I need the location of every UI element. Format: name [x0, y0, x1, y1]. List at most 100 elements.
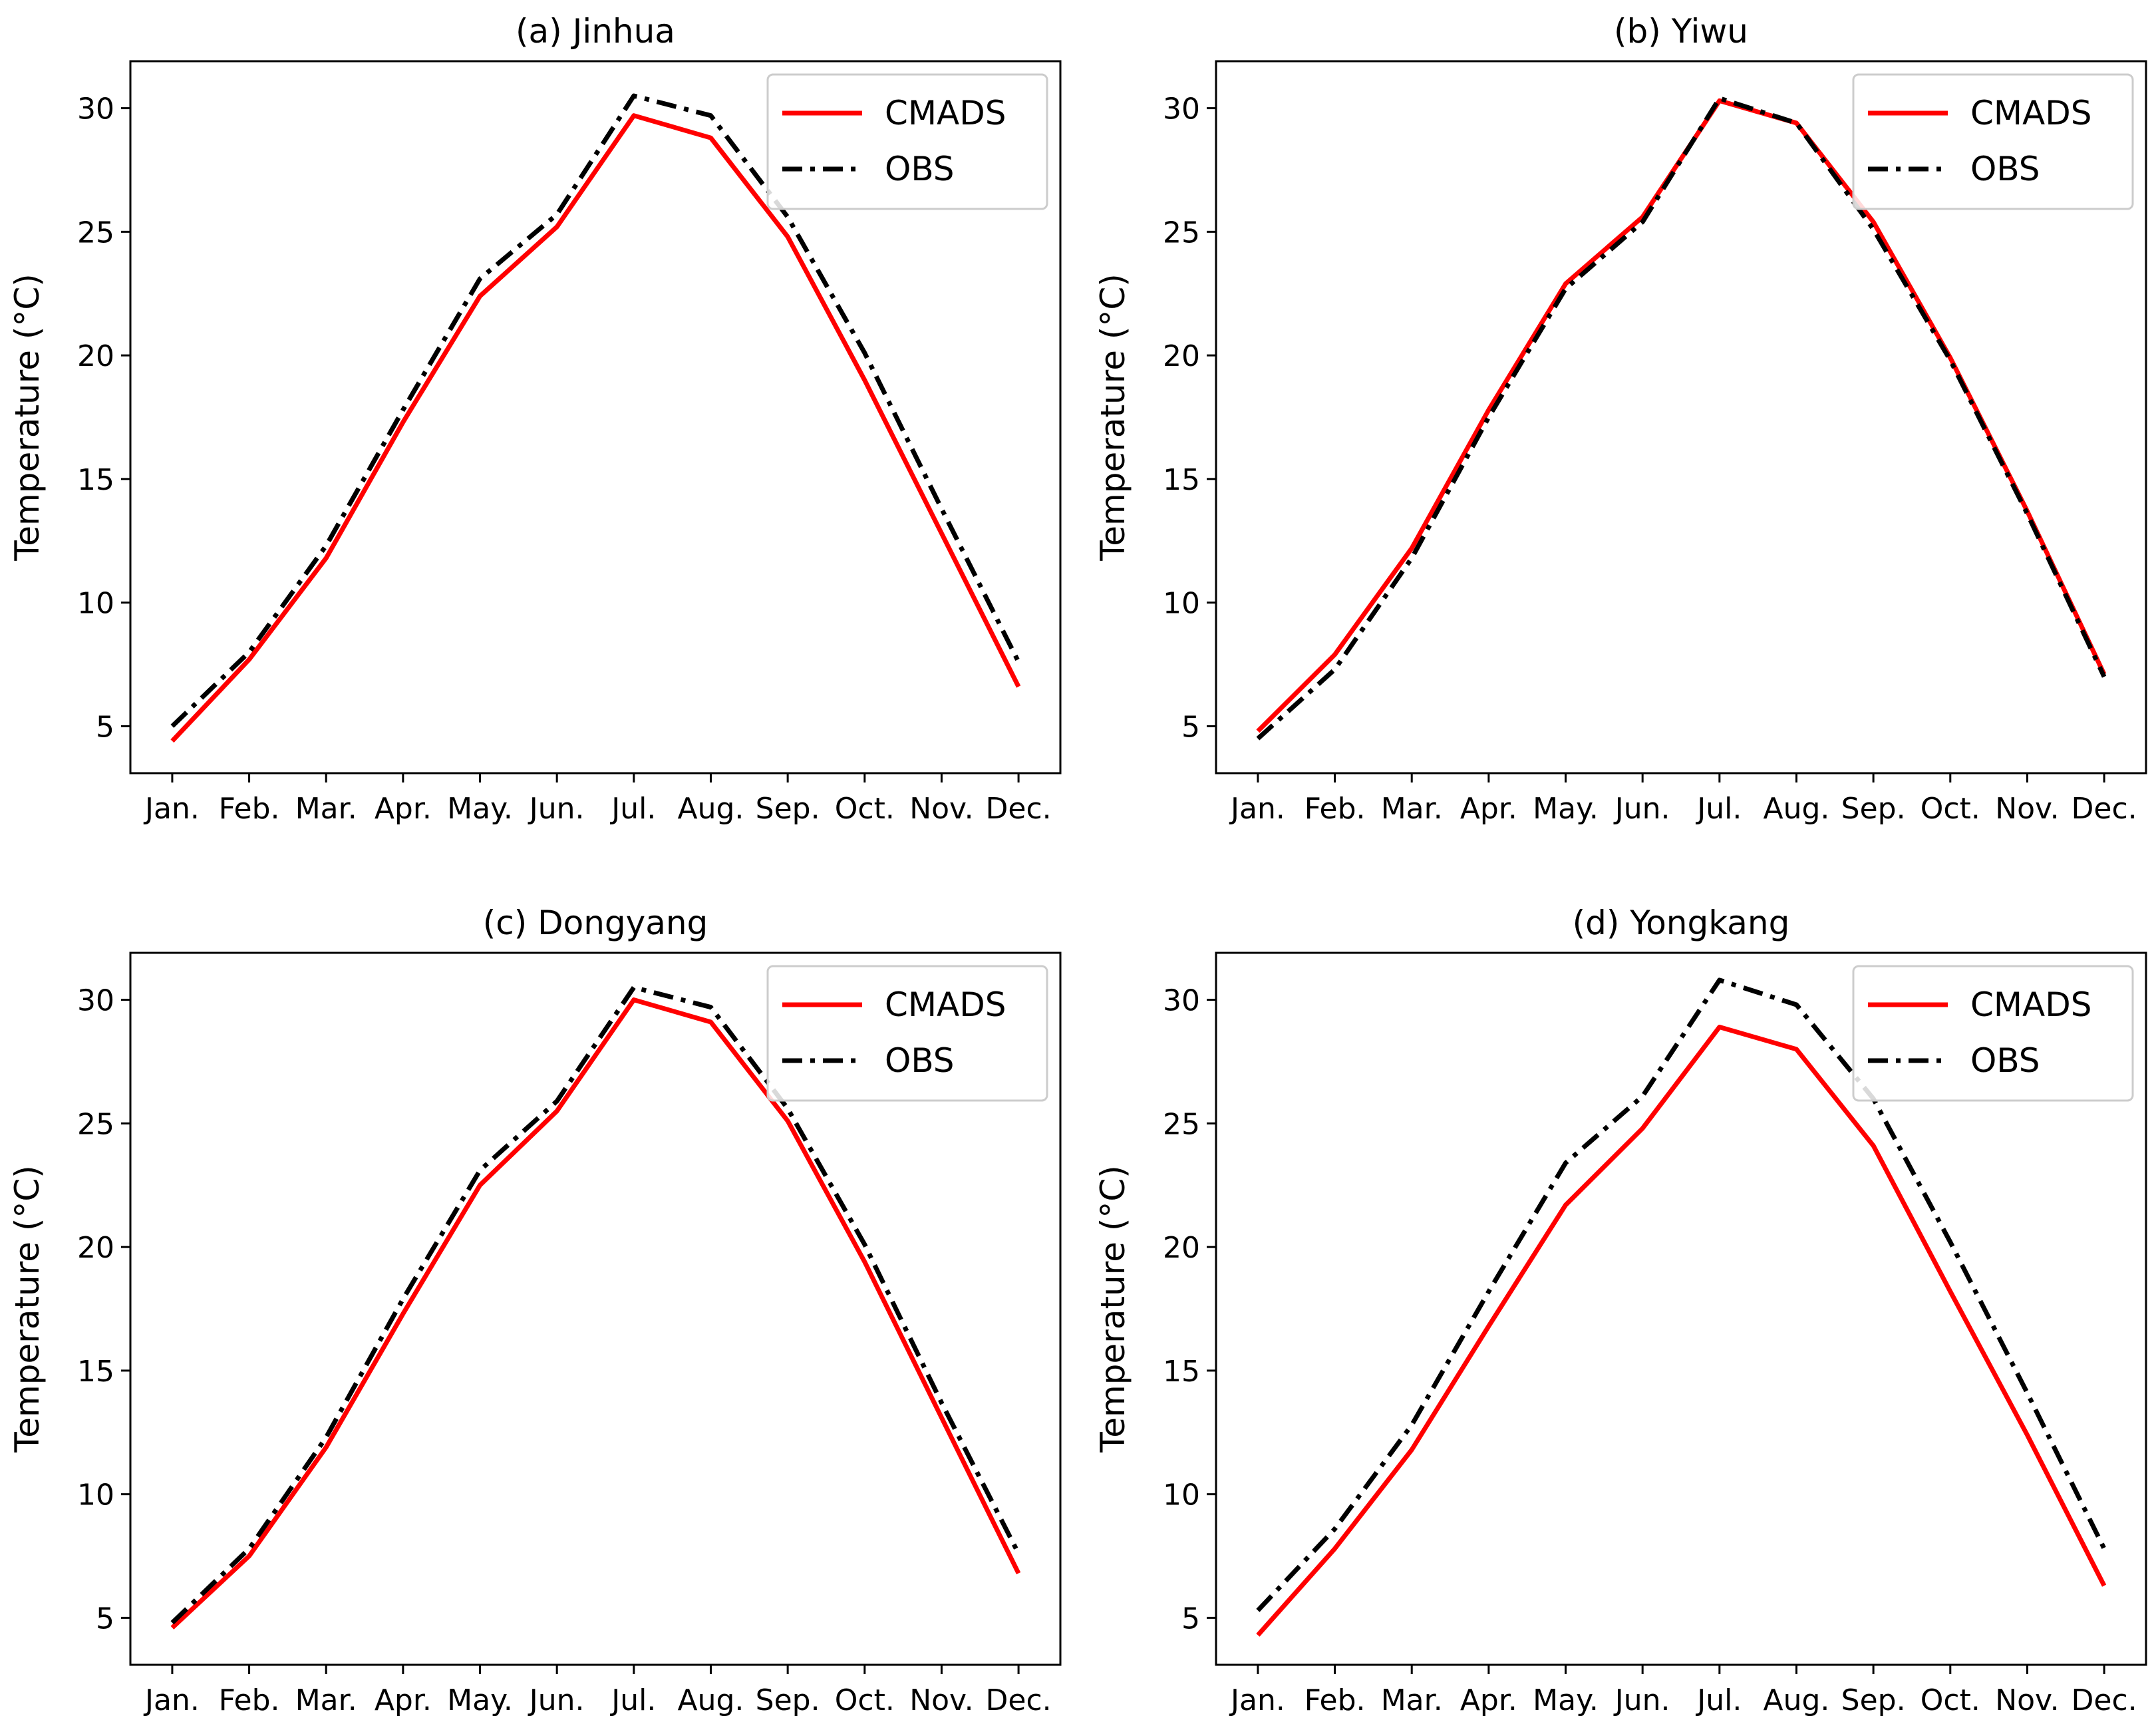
x-tick-label: Jan. [1229, 792, 1285, 826]
chart-title: (c) Dongyang [483, 904, 708, 942]
chart-panel-4: (d) Yongkang Jan. Feb. Mar. Apr. May. Jun. Jul.… [1094, 904, 2147, 1717]
legend-label: CMADS [885, 94, 1006, 132]
plot-frame [129, 60, 1062, 775]
legend-label: OBS [1970, 150, 2040, 188]
y-tick-label: 25 [77, 216, 114, 250]
legend-box [766, 73, 1048, 210]
y-axis-label: Temperature (°C) [1094, 1165, 1132, 1453]
y-tick-label: 10 [1163, 587, 1200, 621]
x-tick-label: Oct. [1921, 792, 1980, 826]
y-tick-label: 10 [77, 587, 114, 621]
plot-frame [1215, 60, 2147, 775]
x-tick-label: Jul. [1695, 792, 1742, 826]
x-tick-label: May. [1533, 1683, 1599, 1717]
x-tick-label: Aug. [678, 1683, 744, 1717]
series-line-cmads [170, 997, 1021, 1630]
x-tick-label: Jun. [1613, 1683, 1670, 1717]
y-tick-label: 10 [1163, 1478, 1200, 1512]
x-tick-label: Jan. [1229, 1683, 1285, 1717]
y-tick-label: 15 [77, 1355, 114, 1389]
x-tick-label: Apr. [375, 1683, 432, 1717]
x-tick-label: Jan. [143, 792, 200, 826]
y-axis-label: Temperature (°C) [1094, 273, 1132, 562]
x-tick-label: Dec. [986, 792, 1052, 826]
chart-title: (a) Jinhua [516, 12, 675, 51]
x-tick-label: Nov. [909, 792, 973, 826]
x-tick-label: Mar. [295, 792, 357, 826]
x-tick-label: Dec. [986, 1683, 1052, 1717]
legend-label: OBS [885, 1041, 955, 1080]
y-tick-label: 25 [77, 1107, 114, 1141]
y-tick-label: 15 [1163, 1355, 1200, 1389]
y-tick-label: 25 [1163, 216, 1200, 250]
x-tick-label: Nov. [1995, 1683, 2059, 1717]
chart-title: (d) Yongkang [1573, 904, 1790, 942]
legend-box [1852, 965, 2134, 1102]
y-tick-label: 5 [96, 1602, 114, 1636]
x-tick-label: Oct. [1921, 1683, 1980, 1717]
legend-box [1852, 73, 2134, 210]
x-tick-label: Feb. [1305, 1683, 1366, 1717]
x-tick-label: May. [1533, 792, 1599, 826]
y-axis-label: Temperature (°C) [8, 1165, 47, 1453]
x-tick-label: May. [447, 792, 513, 826]
x-tick-label: Dec. [2072, 792, 2137, 826]
series-line-obs [1256, 96, 2107, 741]
series-line-cmads [1256, 1025, 2107, 1637]
x-tick-label: Dec. [2072, 1683, 2137, 1717]
y-axis-label: Temperature (°C) [8, 273, 47, 562]
x-tick-label: Aug. [678, 792, 744, 826]
x-tick-label: Apr. [1460, 1683, 1517, 1717]
x-tick-label: Mar. [1381, 1683, 1443, 1717]
x-tick-label: Apr. [1460, 792, 1517, 826]
chart-panel-2: (b) Yiwu Jan. Feb. Mar. Apr. May. Jun. Jul. Aug.… [1094, 12, 2147, 826]
x-tick-label: Sep. [756, 792, 820, 826]
x-tick-label: Oct. [835, 1683, 895, 1717]
y-tick-label: 20 [77, 1231, 114, 1265]
series-line-obs [170, 93, 1021, 728]
series-line-cmads [170, 113, 1021, 743]
legend: CMADS OBS [1852, 73, 2134, 210]
series-line-obs [170, 985, 1021, 1625]
legend: CMADS OBS [766, 965, 1048, 1102]
x-tick-label: Aug. [1764, 1683, 1830, 1717]
legend: CMADS OBS [766, 73, 1048, 210]
x-tick-label: Apr. [375, 792, 432, 826]
y-tick-label: 25 [1163, 1107, 1200, 1141]
legend-label: CMADS [885, 985, 1006, 1024]
x-tick-label: Mar. [1381, 792, 1443, 826]
x-tick-label: Sep. [756, 1683, 820, 1717]
x-tick-label: Sep. [1841, 1683, 1906, 1717]
x-tick-label: Jun. [1613, 792, 1670, 826]
y-tick-label: 20 [1163, 339, 1200, 373]
plot-frame [129, 952, 1062, 1666]
x-tick-label: Jun. [528, 792, 585, 826]
series-line-obs [1256, 977, 2107, 1612]
chart-panel-1: (a) Jinhua Jan. Feb. Mar. Apr. May. Jun. Jul. Au… [8, 12, 1062, 826]
x-tick-label: Jan. [143, 1683, 200, 1717]
y-tick-label: 30 [77, 984, 114, 1018]
chart-panel-3: (c) Dongyang Jan. Feb. Mar. Apr. May. Jun. Jul.… [8, 904, 1062, 1717]
y-tick-label: 5 [96, 710, 114, 744]
x-tick-label: Nov. [909, 1683, 973, 1717]
chart-title: (b) Yiwu [1614, 12, 1748, 51]
x-tick-label: Mar. [295, 1683, 357, 1717]
y-tick-label: 15 [77, 463, 114, 497]
x-tick-label: Nov. [1995, 792, 2059, 826]
legend-box [766, 965, 1048, 1102]
x-tick-label: Aug. [1764, 792, 1830, 826]
x-tick-label: Sep. [1841, 792, 1906, 826]
y-tick-label: 30 [1163, 984, 1200, 1018]
x-tick-label: Feb. [219, 792, 280, 826]
x-tick-label: Oct. [835, 792, 895, 826]
x-tick-label: Jul. [609, 792, 656, 826]
legend-label: CMADS [1970, 985, 2092, 1024]
x-tick-label: May. [447, 1683, 513, 1717]
legend-label: CMADS [1970, 94, 2092, 132]
legend-label: OBS [1970, 1041, 2040, 1080]
y-tick-label: 15 [1163, 463, 1200, 497]
y-tick-label: 5 [1181, 1602, 1200, 1636]
legend: CMADS OBS [1852, 965, 2134, 1102]
y-tick-label: 10 [77, 1478, 114, 1512]
